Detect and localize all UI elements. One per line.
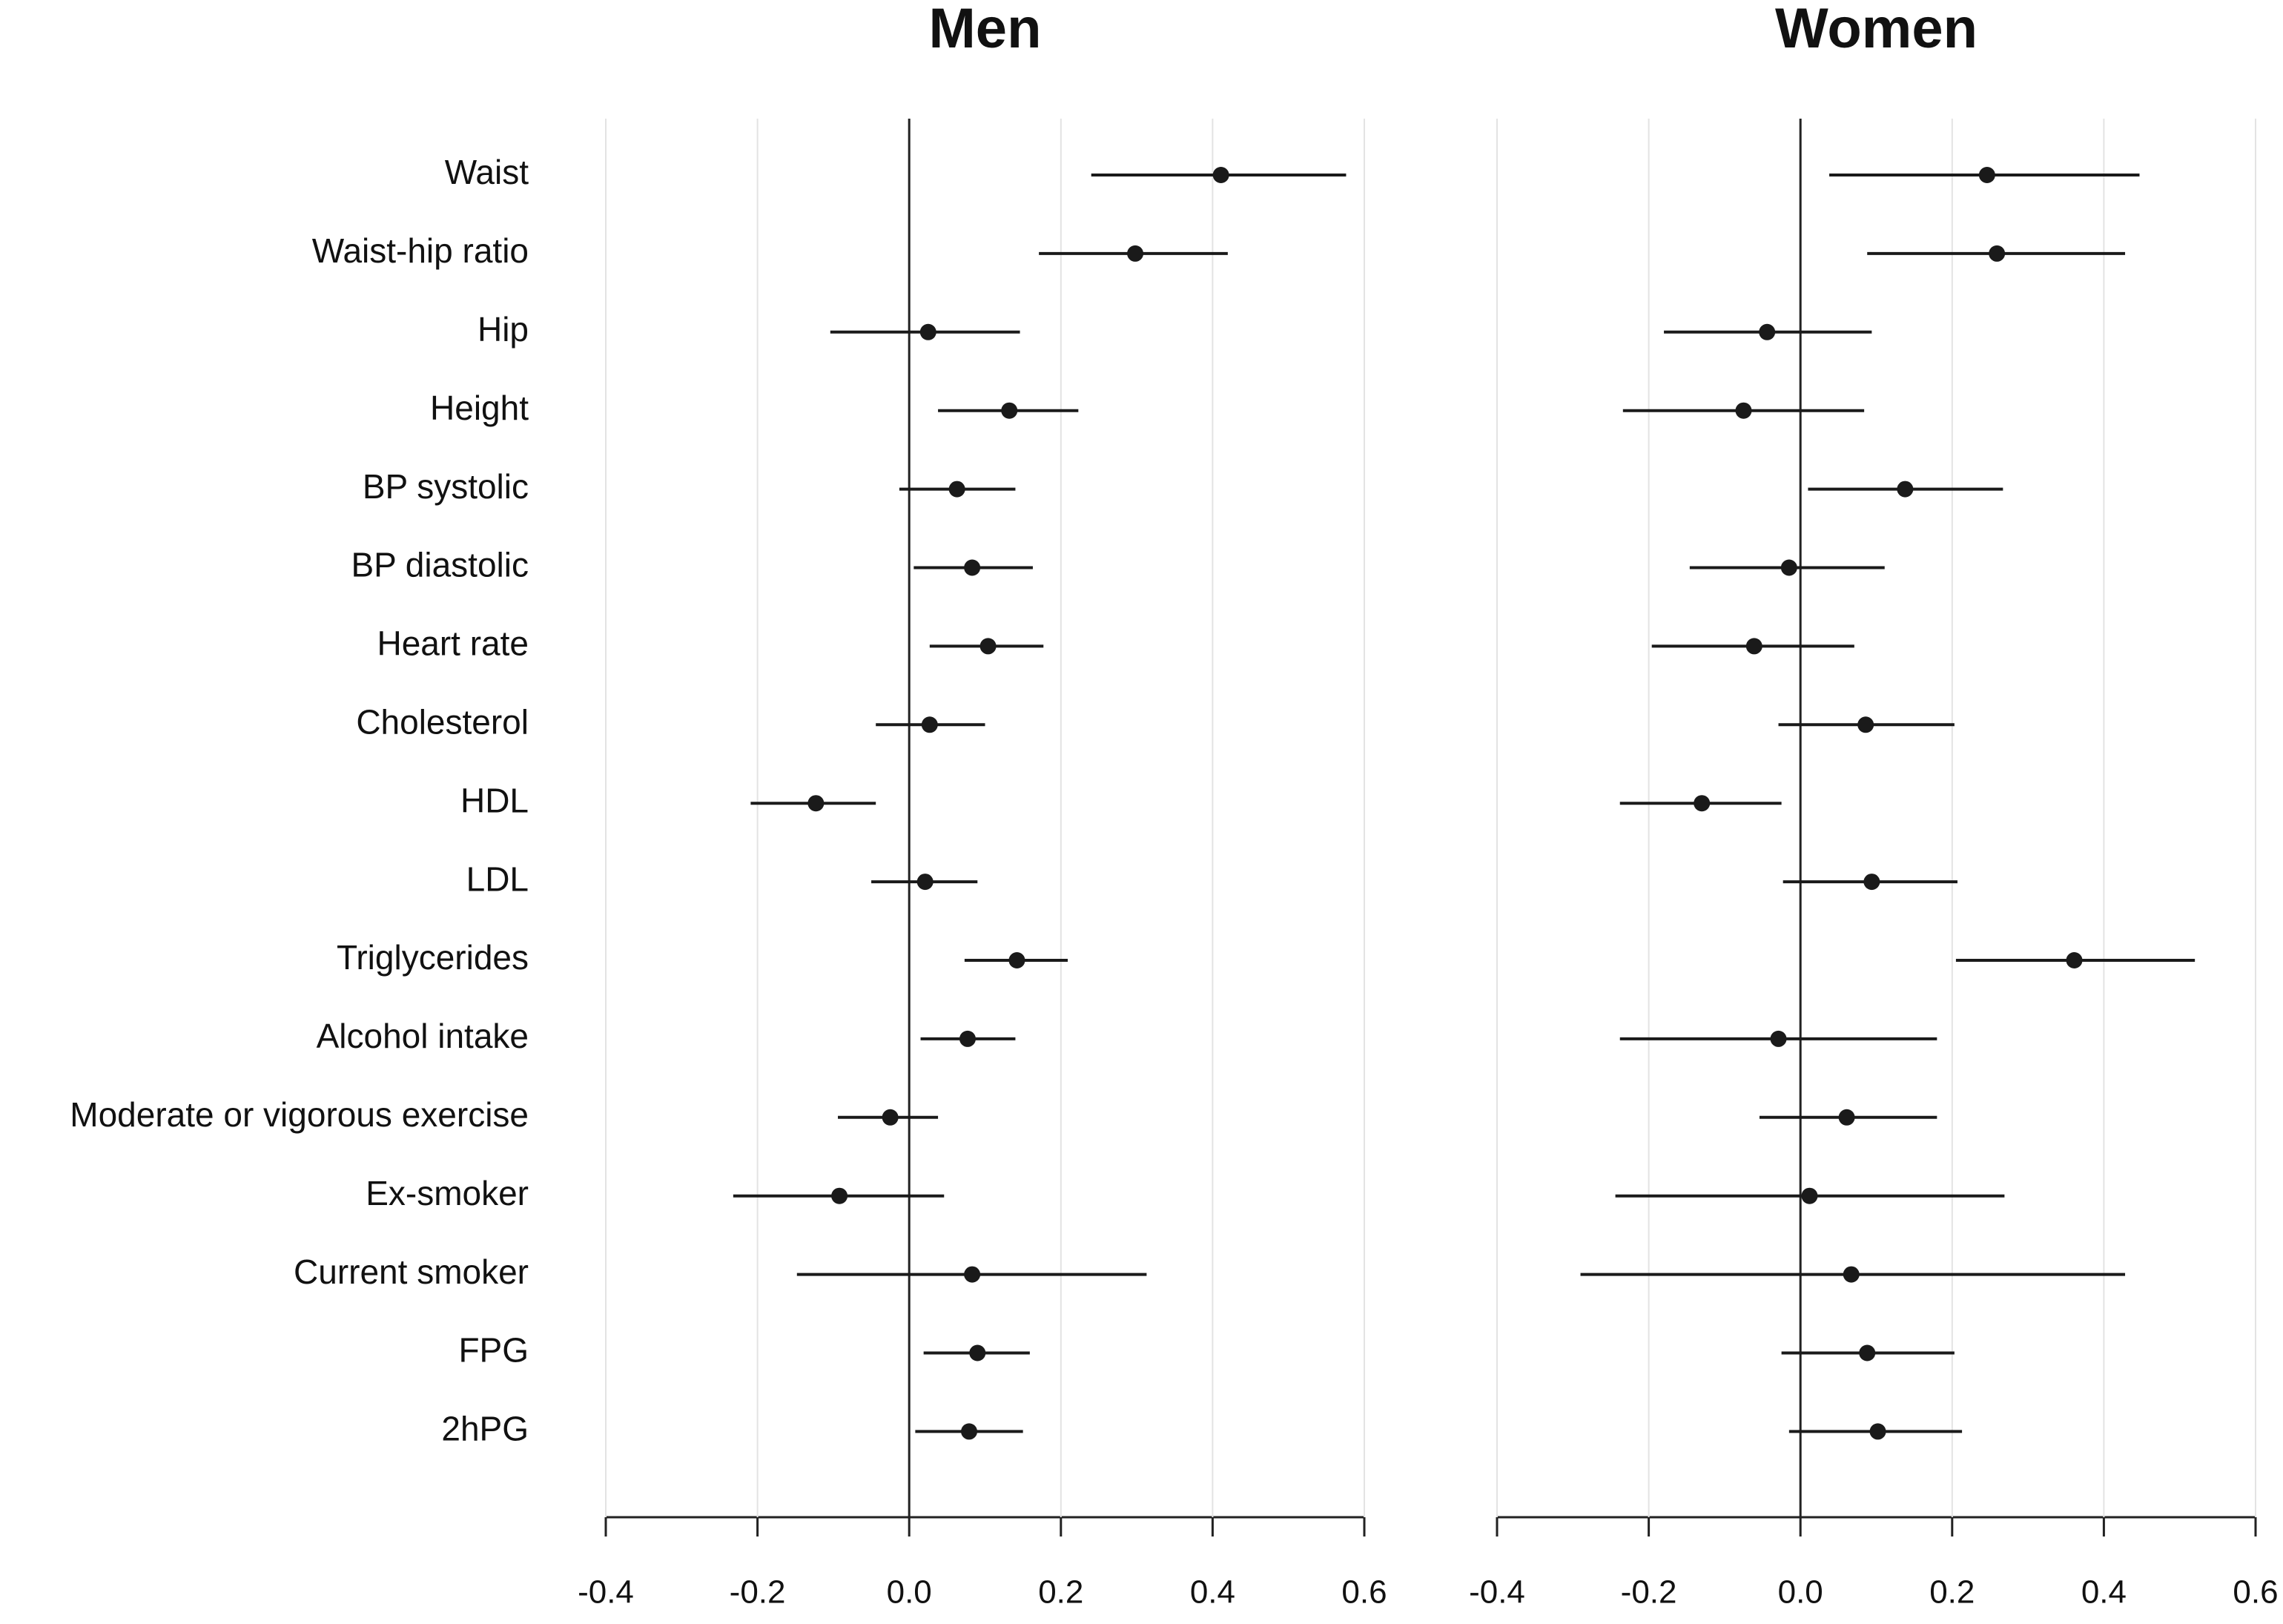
x-tick-label: 0.6 (2233, 1574, 2278, 1611)
category-label: Waist-hip ratio (312, 231, 529, 270)
point-estimate (1694, 795, 1711, 812)
category-label: Heart rate (377, 624, 529, 663)
point-estimate (1745, 638, 1762, 655)
category-label: Triglycerides (337, 938, 529, 977)
category-label: Alcohol intake (317, 1017, 529, 1055)
point-estimate (831, 1187, 848, 1204)
point-estimate (979, 638, 997, 655)
point-estimate (1001, 402, 1018, 419)
x-tick-label: 0.0 (1778, 1574, 1823, 1611)
category-label: Waist (445, 153, 529, 191)
point-estimate (961, 1423, 978, 1440)
point-estimate (1780, 559, 1797, 576)
category-label: Cholesterol (356, 702, 529, 741)
point-estimate (1857, 716, 1874, 733)
category-label: Moderate or vigorous exercise (70, 1095, 529, 1134)
panel-title: Women (1775, 0, 1978, 60)
x-tick-label: 0.2 (1038, 1574, 1083, 1611)
category-label: Height (430, 389, 529, 427)
x-tick-label: -0.4 (1469, 1574, 1525, 1611)
category-label: BP systolic (363, 467, 529, 506)
category-label: 2hPG (441, 1410, 529, 1448)
x-tick-label: 0.4 (1190, 1574, 1235, 1611)
point-estimate (1212, 167, 1229, 183)
point-estimate (2066, 952, 2083, 968)
point-estimate (807, 795, 825, 812)
x-tick-label: -0.2 (730, 1574, 786, 1611)
point-estimate (1127, 245, 1144, 262)
point-estimate (1989, 245, 2006, 262)
point-estimate (1801, 1187, 1818, 1204)
point-estimate (1770, 1030, 1787, 1047)
category-label: BP diastolic (351, 546, 529, 584)
point-estimate (959, 1030, 976, 1047)
x-tick-label: 0.6 (1341, 1574, 1387, 1611)
point-estimate (921, 716, 938, 733)
point-estimate (1897, 481, 1914, 498)
point-estimate (1735, 402, 1752, 419)
point-estimate (1838, 1109, 1855, 1126)
category-label: LDL (466, 859, 529, 898)
point-estimate (1978, 167, 1995, 183)
x-tick-label: 0.4 (2081, 1574, 2127, 1611)
point-estimate (1843, 1266, 1860, 1283)
x-tick-label: 0.0 (887, 1574, 932, 1611)
point-estimate (964, 1266, 981, 1283)
point-estimate (964, 559, 981, 576)
point-estimate (1869, 1423, 1886, 1440)
category-label: HDL (460, 781, 529, 819)
category-label: Ex-smoker (366, 1174, 529, 1212)
point-estimate (1863, 874, 1880, 891)
point-estimate (948, 481, 965, 498)
panel-title: Men (929, 0, 1042, 60)
x-tick-label: 0.2 (1929, 1574, 1975, 1611)
point-estimate (1008, 952, 1025, 968)
point-estimate (882, 1109, 899, 1126)
x-tick-label: -0.4 (578, 1574, 634, 1611)
point-estimate (1859, 1344, 1876, 1361)
point-estimate (1759, 323, 1776, 340)
point-estimate (919, 323, 936, 340)
category-label: Current smoker (294, 1252, 529, 1291)
category-label: Hip (478, 310, 529, 349)
point-estimate (969, 1344, 986, 1361)
x-tick-label: -0.2 (1621, 1574, 1677, 1611)
point-estimate (916, 874, 934, 891)
category-label: FPG (458, 1331, 529, 1370)
